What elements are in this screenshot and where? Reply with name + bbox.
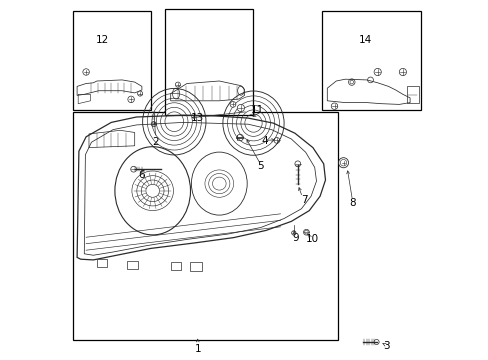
- Bar: [321, 11, 420, 110]
- Text: 9: 9: [292, 233, 299, 243]
- Circle shape: [137, 91, 142, 96]
- Bar: [164, 9, 252, 115]
- Text: 12: 12: [96, 35, 109, 45]
- Bar: [190, 262, 202, 271]
- Text: 4: 4: [261, 136, 267, 147]
- Text: 6: 6: [138, 170, 145, 180]
- Circle shape: [373, 68, 381, 76]
- Circle shape: [399, 68, 406, 76]
- Text: 14: 14: [358, 35, 371, 45]
- Text: 1: 1: [194, 344, 201, 354]
- Text: 5: 5: [257, 161, 263, 171]
- Text: 10: 10: [305, 234, 318, 244]
- Bar: [73, 11, 151, 110]
- Text: 8: 8: [348, 198, 355, 208]
- Text: 3: 3: [383, 341, 389, 351]
- Text: 11: 11: [250, 105, 263, 115]
- Text: 2: 2: [152, 137, 159, 147]
- Bar: [170, 262, 181, 270]
- Text: 7: 7: [301, 195, 307, 205]
- Bar: [73, 112, 337, 340]
- Circle shape: [175, 82, 180, 87]
- Bar: [127, 261, 137, 269]
- Bar: [97, 259, 107, 267]
- Circle shape: [82, 69, 89, 75]
- Circle shape: [237, 104, 244, 112]
- Circle shape: [127, 96, 134, 103]
- Circle shape: [230, 102, 235, 107]
- Circle shape: [330, 103, 337, 109]
- Text: 13: 13: [191, 113, 204, 123]
